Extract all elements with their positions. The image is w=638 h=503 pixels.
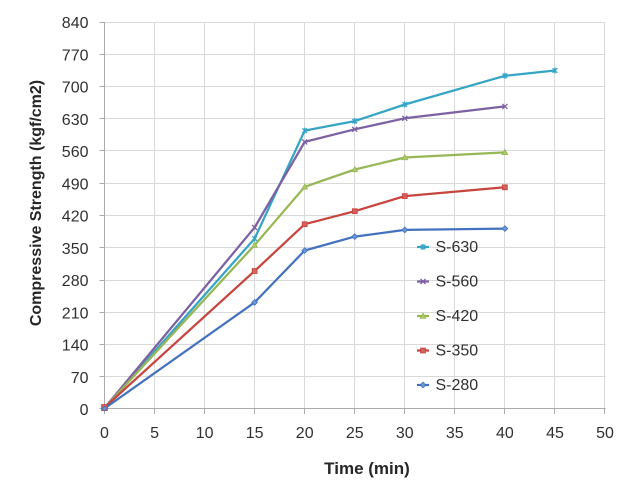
svg-text:10: 10 xyxy=(196,425,214,442)
svg-text:15: 15 xyxy=(246,425,264,442)
svg-text:210: 210 xyxy=(62,305,89,322)
svg-text:420: 420 xyxy=(62,209,89,226)
svg-text:490: 490 xyxy=(62,176,89,193)
svg-text:Compressive Strength (kgf/cm2): Compressive Strength (kgf/cm2) xyxy=(28,80,45,326)
svg-text:70: 70 xyxy=(71,370,89,387)
svg-text:S-350: S-350 xyxy=(436,342,479,359)
svg-text:S-420: S-420 xyxy=(436,308,479,325)
svg-text:5: 5 xyxy=(150,425,159,442)
svg-text:50: 50 xyxy=(596,425,614,442)
svg-text:630: 630 xyxy=(62,112,89,129)
svg-text:840: 840 xyxy=(62,15,89,32)
svg-text:45: 45 xyxy=(546,425,564,442)
svg-text:350: 350 xyxy=(62,241,89,258)
svg-text:560: 560 xyxy=(62,144,89,161)
svg-text:770: 770 xyxy=(62,47,89,64)
svg-text:0: 0 xyxy=(100,425,109,442)
svg-text:Time (min): Time (min) xyxy=(324,459,410,478)
svg-text:0: 0 xyxy=(80,402,89,419)
svg-text:20: 20 xyxy=(296,425,314,442)
svg-text:35: 35 xyxy=(446,425,464,442)
svg-text:140: 140 xyxy=(62,338,89,355)
svg-text:25: 25 xyxy=(346,425,364,442)
svg-text:S-280: S-280 xyxy=(436,377,479,394)
svg-text:30: 30 xyxy=(396,425,414,442)
svg-text:280: 280 xyxy=(62,273,89,290)
svg-text:40: 40 xyxy=(496,425,514,442)
svg-text:700: 700 xyxy=(62,80,89,97)
svg-text:S-560: S-560 xyxy=(436,273,479,290)
svg-text:S-630: S-630 xyxy=(436,239,479,256)
